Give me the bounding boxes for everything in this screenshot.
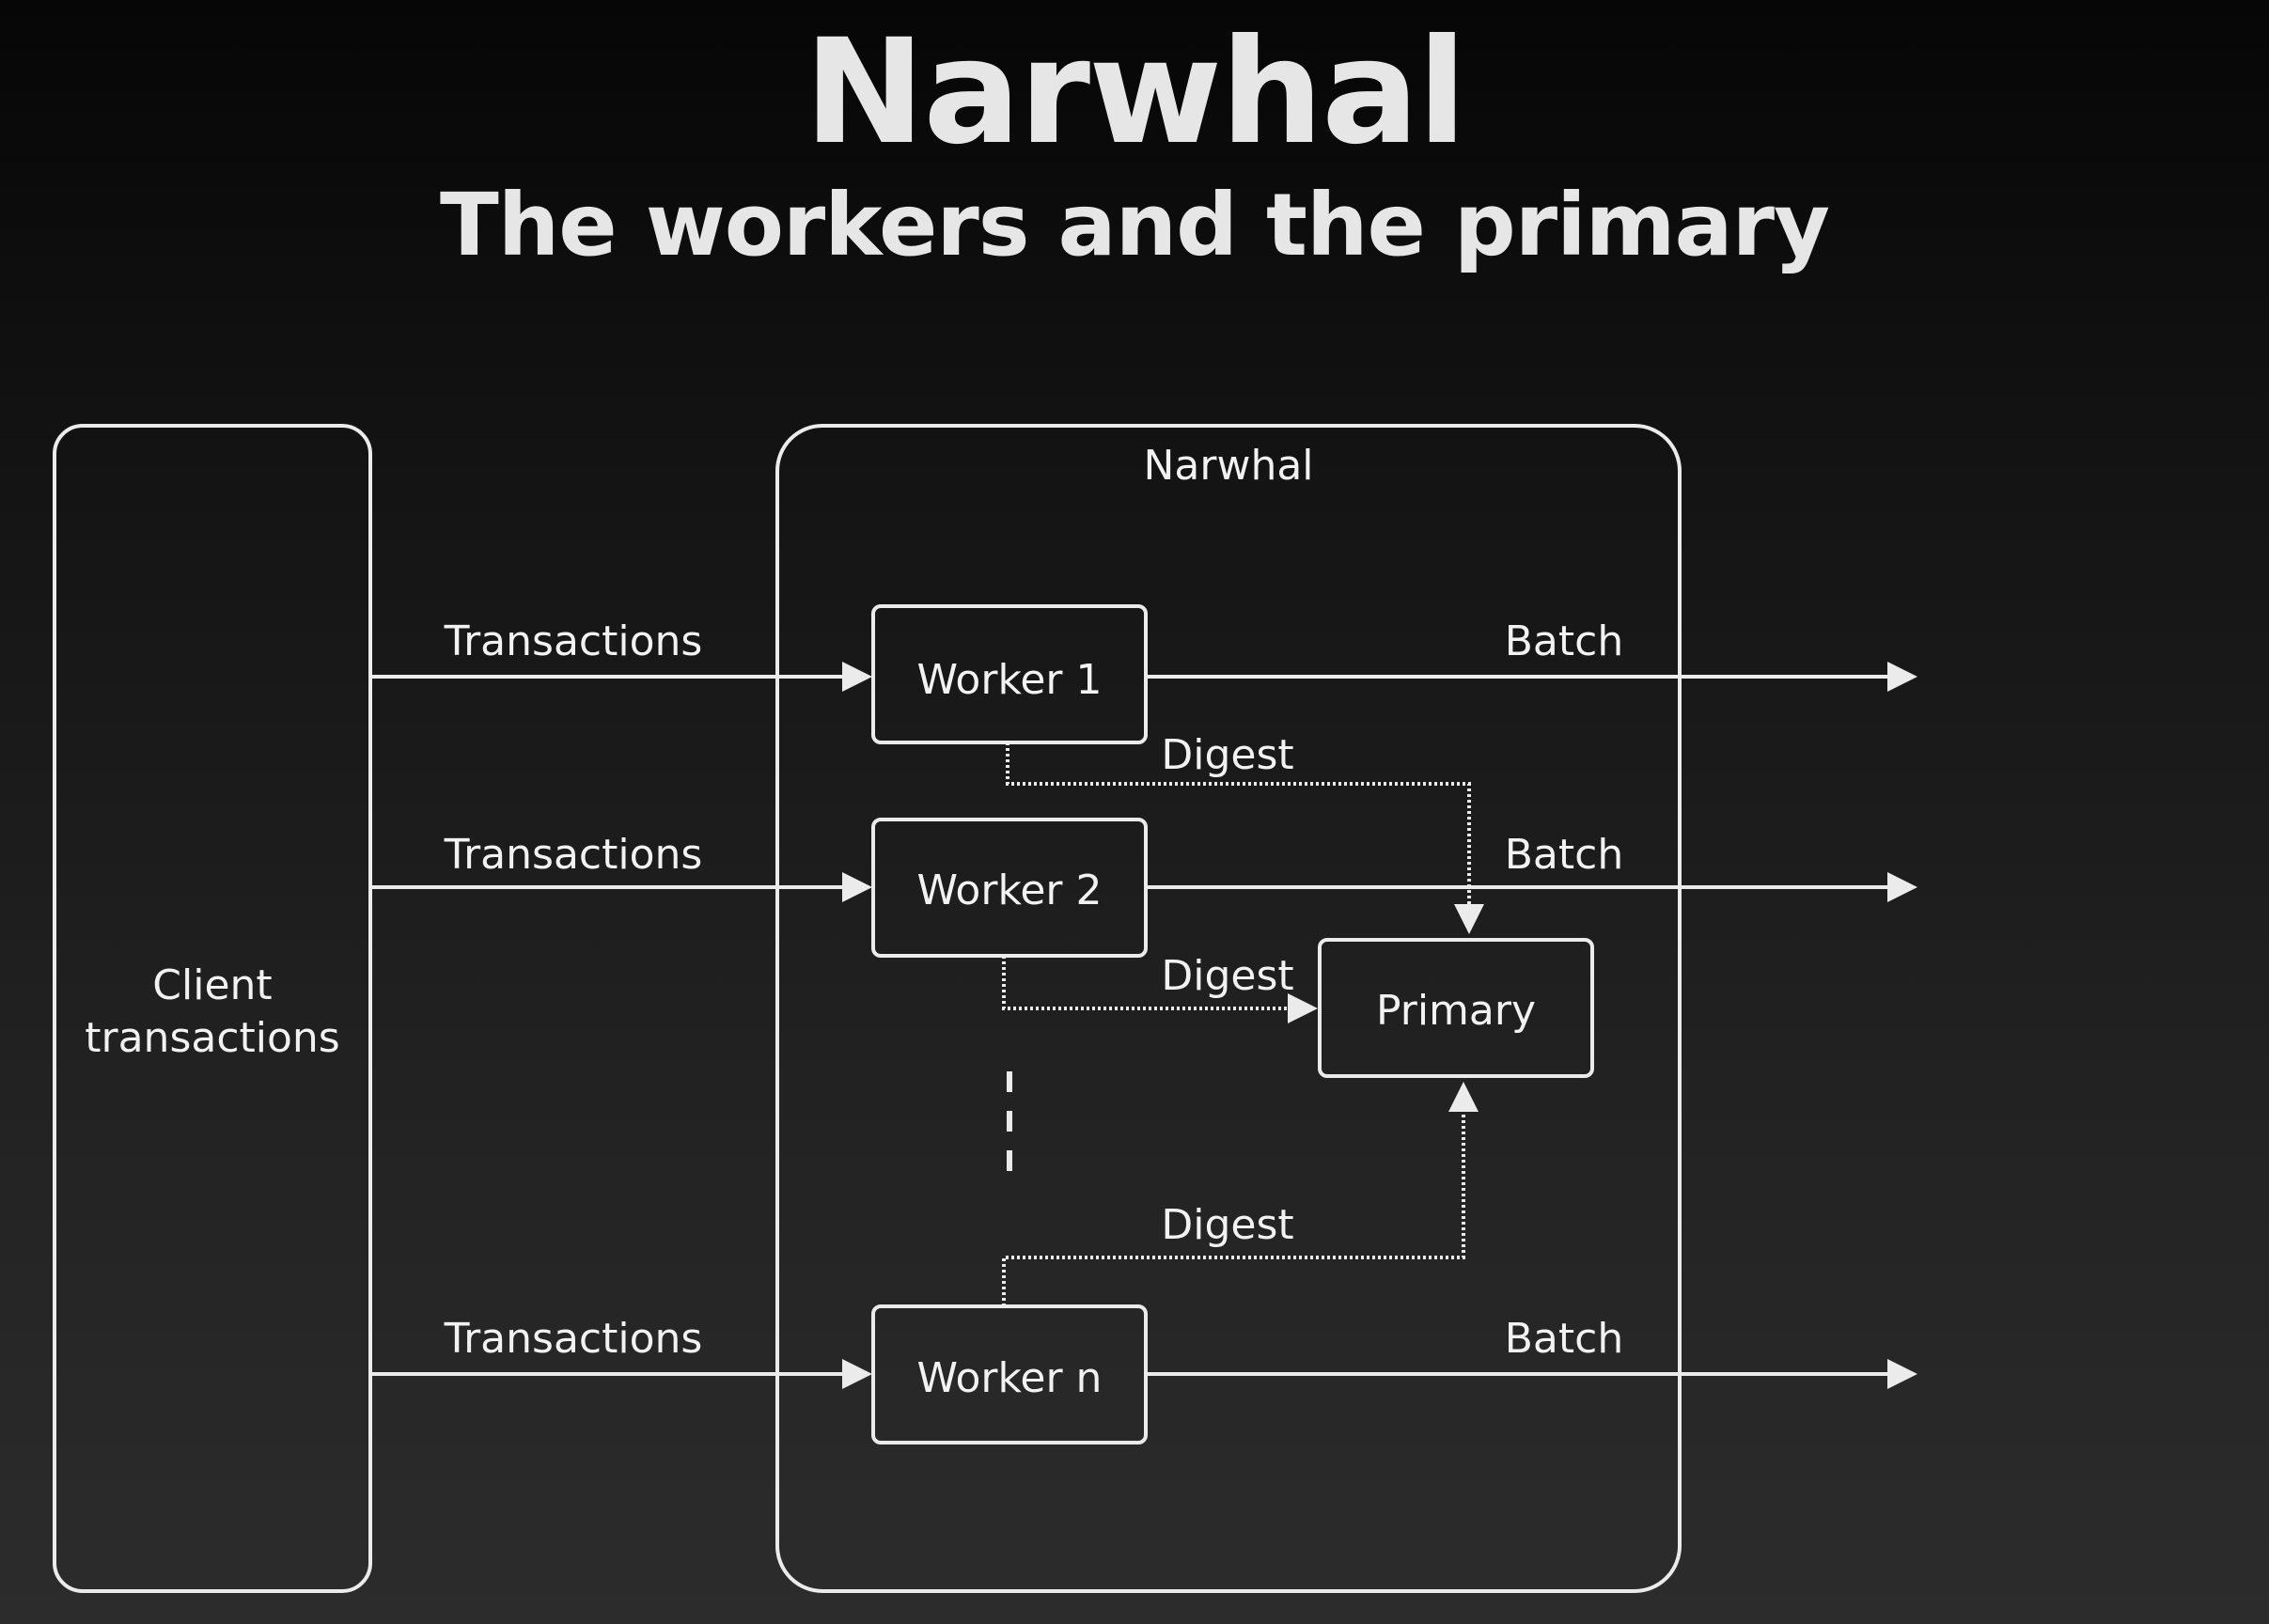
worker-2-label: Worker 2 [917, 867, 1103, 914]
worker-1-label: Worker 1 [917, 656, 1103, 704]
primary-label: Primary [1376, 987, 1536, 1035]
digest-label-n: Digest [1161, 1201, 1293, 1249]
transactions-label-2: Transactions [444, 831, 703, 879]
worker-2-box [871, 818, 1148, 958]
narwhal-group-label: Narwhal [1143, 442, 1313, 490]
worker-n-box [871, 1304, 1148, 1444]
slide-title: Narwhal [804, 8, 1466, 177]
digest-path-1 [1006, 742, 1484, 934]
narwhal-group-box [775, 424, 1682, 1593]
transactions-label-n: Transactions [444, 1315, 703, 1363]
slide-subtitle: The workers and the primary [440, 175, 1830, 275]
worker-n-label: Worker n [917, 1354, 1103, 1402]
batch-label-2: Batch [1505, 831, 1623, 879]
digest-label-1: Digest [1161, 731, 1293, 779]
primary-box [1318, 938, 1594, 1078]
digest-path-2 [1002, 956, 1318, 1023]
digest-path-n [1002, 1082, 1479, 1306]
client-label-line2: transactions [85, 1014, 339, 1062]
client-label-line1: Client [152, 961, 272, 1009]
digest-label-2: Digest [1161, 952, 1293, 1000]
batch-label-n: Batch [1505, 1315, 1623, 1363]
transactions-label-1: Transactions [444, 617, 703, 665]
client-transactions-box [53, 424, 372, 1593]
batch-label-1: Batch [1505, 617, 1623, 665]
